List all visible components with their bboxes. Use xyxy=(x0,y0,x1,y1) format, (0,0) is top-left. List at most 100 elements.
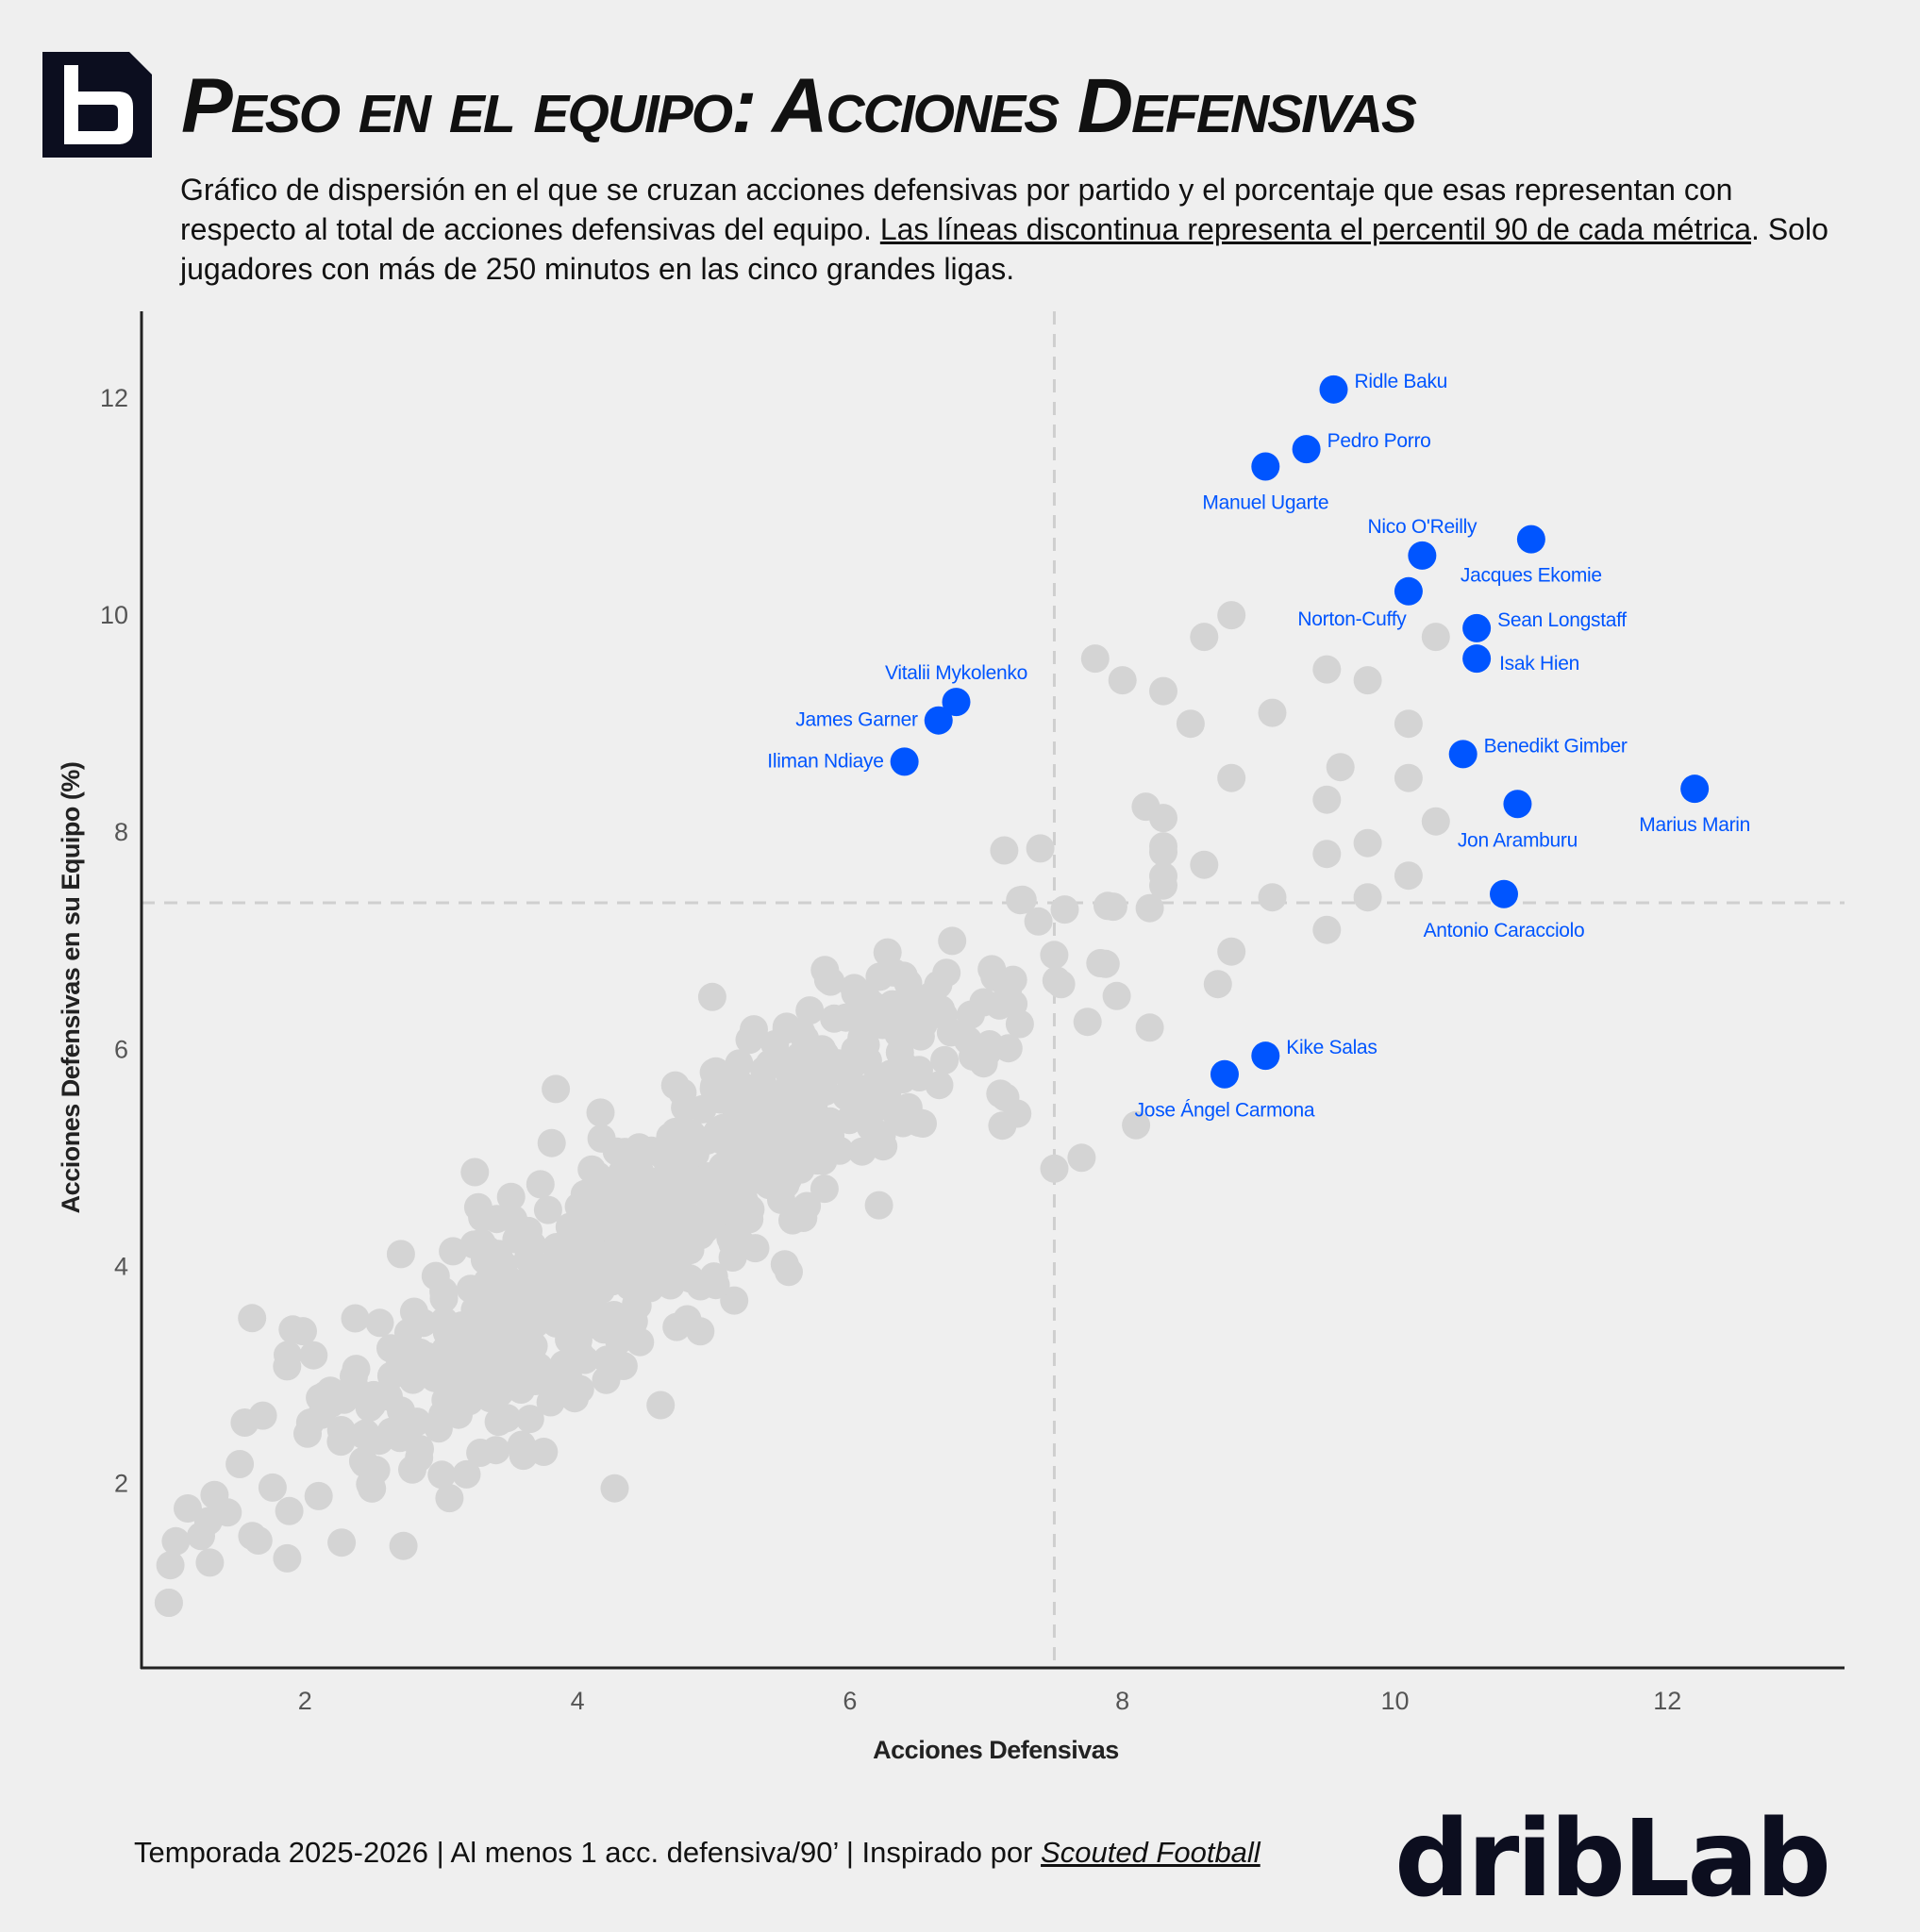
background-point xyxy=(365,1308,394,1338)
background-point xyxy=(1353,883,1382,912)
background-point xyxy=(909,1009,938,1039)
player-label: Isak Hien xyxy=(1499,653,1579,675)
background-point xyxy=(1190,850,1219,879)
background-point xyxy=(1217,763,1246,792)
background-point xyxy=(1040,1154,1069,1183)
subtitle-text-end: . Solo jugadores con más de 250 minutos … xyxy=(180,212,1828,286)
highlighted-point xyxy=(1490,879,1518,908)
highlighted-point xyxy=(942,688,971,717)
background-point xyxy=(1176,709,1205,739)
background-point xyxy=(238,1304,267,1333)
background-point xyxy=(1073,1008,1102,1037)
highlighted-point xyxy=(1251,452,1280,481)
chart-title: Peso en el equipo: Acciones Defensivas xyxy=(181,63,1417,149)
background-point xyxy=(726,1131,754,1160)
background-point xyxy=(793,1041,823,1071)
background-point xyxy=(542,1308,571,1338)
player-label: Benedikt Gimber xyxy=(1484,735,1628,757)
background-point xyxy=(1080,644,1110,674)
background-point xyxy=(775,1072,804,1101)
chart-axes: 2 4 6 8 10 12 2 4 6 8 10 12 Acciones Defensivas Accio… xyxy=(57,311,1845,1764)
highlighted-points xyxy=(890,375,1710,1089)
background-point xyxy=(820,1004,849,1033)
background-point xyxy=(720,1286,749,1315)
x-tick-label: 12 xyxy=(1653,1687,1681,1715)
background-point xyxy=(496,1182,526,1211)
player-label: Marius Marin xyxy=(1639,814,1750,836)
footer-credit-link[interactable]: Scouted Football xyxy=(1041,1836,1261,1869)
y-tick-label: 8 xyxy=(114,818,128,846)
background-point xyxy=(427,1460,457,1490)
player-label: Jon Aramburu xyxy=(1458,829,1578,851)
player-label: Kike Salas xyxy=(1286,1037,1377,1058)
background-point xyxy=(1108,666,1137,695)
background-point xyxy=(864,1191,893,1220)
background-point xyxy=(154,1589,183,1617)
background-point xyxy=(1003,1099,1032,1128)
background-point xyxy=(932,958,961,988)
background-point xyxy=(348,1446,377,1475)
background-point xyxy=(662,1312,692,1341)
background-point xyxy=(1203,970,1232,999)
background-point xyxy=(542,1074,571,1104)
background-point xyxy=(405,1443,434,1473)
footer-note: Temporada 2025-2026 | Al menos 1 acc. de… xyxy=(134,1836,1261,1870)
background-point xyxy=(767,1129,796,1158)
background-point xyxy=(1067,1143,1096,1173)
background-point xyxy=(243,1526,273,1555)
background-point xyxy=(1149,832,1177,861)
chart-subtitle: Gráfico de dispersión en el que se cruza… xyxy=(180,170,1841,289)
background-point xyxy=(542,1233,571,1261)
background-point xyxy=(299,1341,328,1370)
y-tick-label: 6 xyxy=(114,1035,128,1063)
background-point xyxy=(359,1380,388,1409)
highlighted-point xyxy=(1292,435,1321,464)
background-point xyxy=(930,1045,960,1074)
background-point xyxy=(688,1094,717,1124)
player-label: Norton-Cuffy xyxy=(1297,608,1407,630)
background-point xyxy=(850,1101,879,1130)
background-point xyxy=(341,1304,370,1333)
background-point xyxy=(725,1049,754,1078)
background-point xyxy=(701,1271,730,1300)
background-point xyxy=(1098,892,1127,922)
background-point xyxy=(990,836,1019,865)
background-point xyxy=(1312,915,1342,944)
background-point xyxy=(340,1362,368,1391)
background-point xyxy=(304,1481,333,1510)
background-point xyxy=(465,1302,494,1331)
background-point xyxy=(1149,804,1177,833)
background-point xyxy=(1008,885,1037,914)
background-point xyxy=(840,1049,869,1078)
background-point xyxy=(795,996,825,1025)
highlighted-point xyxy=(1210,1059,1239,1089)
background-points xyxy=(154,601,1450,1617)
background-point xyxy=(977,955,1007,984)
y-tick-label: 12 xyxy=(100,384,128,412)
background-point xyxy=(810,1174,839,1204)
background-point xyxy=(563,1325,593,1355)
background-point xyxy=(650,1183,679,1212)
background-point xyxy=(481,1436,510,1465)
background-point xyxy=(1149,676,1177,706)
background-point xyxy=(460,1158,490,1187)
background-point xyxy=(1102,981,1131,1010)
background-point xyxy=(1024,907,1053,936)
highlighted-labels: Ridle Baku Pedro Porro Manuel Ugarte Nico O… xyxy=(767,371,1750,1122)
background-point xyxy=(1421,623,1450,652)
background-point xyxy=(1258,698,1287,727)
highlighted-point xyxy=(890,747,919,776)
background-point xyxy=(589,1194,618,1224)
y-axis-label: Acciones Defensivas en su Equipo (%) xyxy=(57,762,85,1214)
x-tick-label: 6 xyxy=(843,1687,857,1715)
background-point xyxy=(1122,1110,1151,1140)
background-point xyxy=(1421,807,1450,836)
background-point xyxy=(327,1528,357,1557)
y-tick-label: 10 xyxy=(100,601,128,629)
background-point xyxy=(1394,763,1423,792)
background-point xyxy=(877,990,907,1019)
background-point xyxy=(936,1018,965,1047)
background-point xyxy=(602,1137,631,1166)
background-point xyxy=(726,1228,755,1257)
background-point xyxy=(1326,753,1355,782)
